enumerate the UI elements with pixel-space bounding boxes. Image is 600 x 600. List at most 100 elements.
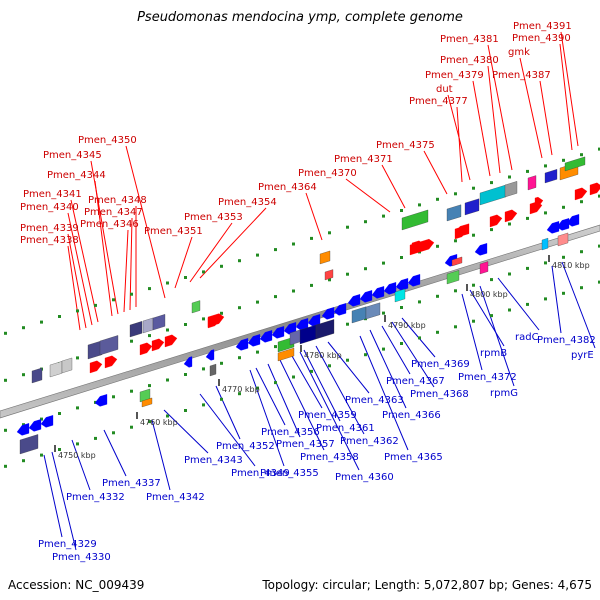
gene-label: Pmen_4351 [144, 226, 203, 237]
gene-label: Pmen_4341 [23, 189, 82, 200]
leader-line [447, 94, 471, 181]
guide-dot [94, 436, 97, 440]
guide-dot [112, 395, 115, 399]
gene-label: Pmen_4342 [146, 492, 205, 503]
guide-dot [40, 417, 43, 421]
guide-dot [598, 244, 600, 248]
leader-line [423, 150, 448, 195]
guide-dot [346, 322, 349, 326]
gene-label: Pmen_4362 [340, 436, 399, 447]
genome-summary-text: Topology: circular; Length: 5,072,807 bp… [262, 578, 592, 592]
feature-box [141, 397, 153, 408]
guide-dot [382, 214, 385, 218]
guide-dot [202, 367, 205, 371]
gene-label: Pmen_4329 [38, 539, 97, 550]
leader-line [67, 212, 93, 326]
feature-box [277, 347, 295, 362]
feature-box [365, 302, 381, 320]
leader-line [103, 429, 127, 477]
forward-gene-arrow [104, 355, 118, 369]
reverse-gene-arrow [546, 221, 560, 234]
feature-box [464, 198, 480, 216]
reverse-gene-arrow [566, 214, 580, 227]
guide-dot [490, 278, 493, 282]
gene-label: Pmen_4387 [492, 70, 551, 81]
guide-dot [4, 464, 7, 468]
leader-line [90, 160, 119, 315]
guide-dot [22, 423, 25, 427]
forward-gene-arrow [89, 360, 103, 374]
gene-label: Pmen_4347 [84, 207, 143, 218]
guide-dot [436, 244, 439, 248]
leader-line [391, 321, 435, 388]
leader-line [67, 245, 81, 331]
leader-line [472, 80, 491, 177]
feature-box [324, 269, 334, 281]
reverse-gene-arrow [94, 394, 108, 407]
guide-dot [310, 369, 313, 373]
guide-dot [292, 289, 295, 293]
guide-dot [490, 314, 493, 318]
scale-tick-mark [384, 315, 386, 322]
guide-dot [436, 330, 439, 334]
guide-dot [76, 356, 79, 360]
reverse-gene-arrow [183, 356, 193, 368]
guide-dot [526, 266, 529, 270]
gene-label: Pmen_4360 [335, 472, 394, 483]
feature-box [191, 300, 201, 314]
gene-label: gmk [508, 47, 530, 58]
gene-label: Pmen_4377 [409, 96, 468, 107]
guide-dot [130, 389, 133, 393]
leader-line [279, 359, 325, 451]
scale-tick-label: 4780 kbp [304, 351, 342, 360]
forward-gene-arrow [409, 238, 435, 256]
gene-label: dut [436, 84, 453, 95]
guide-dot [544, 164, 547, 168]
leader-line [381, 164, 406, 209]
reverse-gene-arrow [454, 223, 470, 237]
guide-dot [562, 291, 565, 295]
scale-tick-mark [136, 412, 138, 419]
guide-dot [256, 300, 259, 304]
genome-title: Pseudomonas mendocina ymp, complete geno… [137, 10, 463, 25]
scale-tick-mark [218, 379, 220, 386]
reverse-gene-arrow [407, 274, 421, 287]
scale-tick-mark [548, 255, 550, 262]
gene-labels: Pmen_4338Pmen_4339Pmen_4340Pmen_4341Pmen… [20, 21, 596, 563]
gene-label: radC [515, 332, 539, 343]
rna-box [31, 367, 43, 384]
guide-dot [562, 158, 565, 162]
feature-box [394, 288, 406, 303]
gene-label: Pmen_4337 [102, 478, 161, 489]
reverse-gene-arrow [556, 218, 570, 231]
guide-dot [364, 220, 367, 224]
reverse-gene-arrow [247, 334, 261, 347]
guide-dot [148, 334, 151, 338]
guide-dot [4, 378, 7, 382]
leader-line [559, 43, 573, 151]
leader-line [51, 451, 77, 551]
leader-line [487, 44, 513, 171]
guide-dot [508, 272, 511, 276]
forward-gene-arrow [504, 209, 518, 223]
gene-label: Pmen_4371 [334, 154, 393, 165]
gene-label: Pmen_4390 [512, 33, 571, 44]
leader-line [539, 80, 553, 156]
tick-dots [4, 147, 600, 468]
leader-line [199, 393, 256, 467]
forward-gene-arrow [589, 182, 600, 196]
leader-line [315, 345, 365, 435]
leader-line [249, 369, 285, 467]
leader-line [151, 419, 171, 491]
guide-dot [436, 197, 439, 201]
guide-dot [292, 375, 295, 379]
accession-text: Accession: NC_009439 [8, 578, 145, 592]
guide-dot [130, 339, 133, 343]
reverse-gene-arrow [271, 326, 285, 339]
leader-line [255, 367, 286, 426]
gene-label: Pmen_4353 [184, 212, 243, 223]
guide-dot [400, 342, 403, 345]
gene-label: Pmen_4340 [20, 202, 79, 213]
guide-dot [382, 311, 385, 315]
guide-dot [544, 297, 547, 301]
